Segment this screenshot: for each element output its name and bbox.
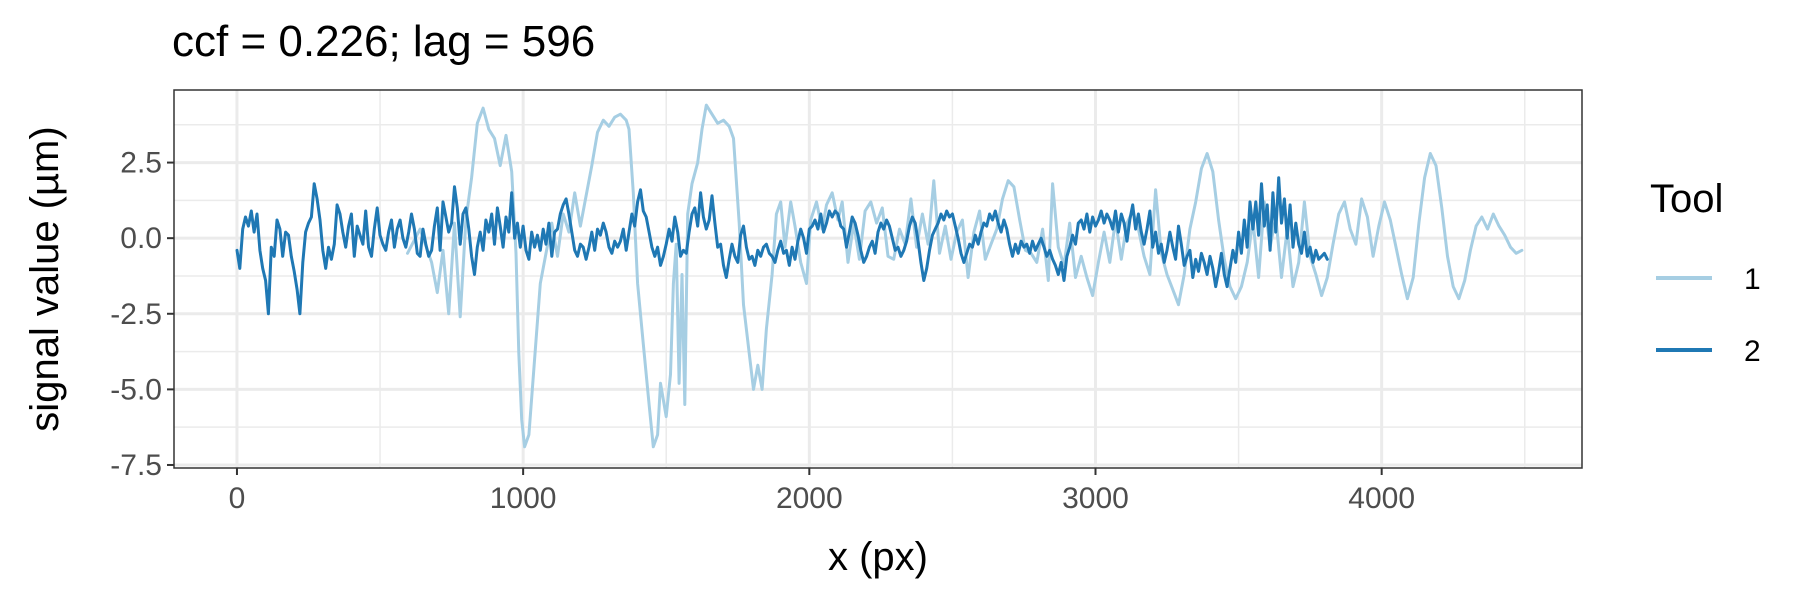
x-tick-label: 1000	[490, 482, 557, 515]
x-tick-label: 0	[229, 482, 246, 515]
x-tick-label: 2000	[776, 482, 843, 515]
series-lines	[235, 103, 1524, 449]
y-tick-label: 0.0	[120, 222, 162, 255]
series-line-tool-2	[235, 176, 1329, 316]
legend-title: Tool	[1650, 177, 1723, 221]
x-tick-label: 4000	[1348, 482, 1415, 515]
legend-entries: 12	[1656, 263, 1761, 368]
plot-panel-background	[174, 90, 1582, 468]
x-axis-ticks: 0 1000 2000 3000 4000	[229, 468, 1415, 515]
y-tick-label: -2.5	[110, 298, 162, 331]
plot-panel-border	[173, 89, 1583, 469]
y-tick-label: -5.0	[110, 373, 162, 406]
y-axis-ticks: 2.5 0.0 -2.5 -5.0 -7.5	[110, 147, 174, 482]
chart-title: ccf = 0.226; lag = 596	[172, 17, 595, 66]
y-tick-label: 2.5	[120, 147, 162, 180]
y-tick-label: -7.5	[110, 449, 162, 482]
legend: Tool 12	[1650, 177, 1761, 368]
legend-label-tool-2: 2	[1744, 335, 1761, 368]
series-line-tool-1	[406, 103, 1524, 449]
x-tick-label: 3000	[1062, 482, 1129, 515]
y-axis-title: signal value (µm)	[23, 126, 67, 431]
x-axis-title: x (px)	[828, 535, 928, 579]
legend-label-tool-1: 1	[1744, 263, 1761, 296]
